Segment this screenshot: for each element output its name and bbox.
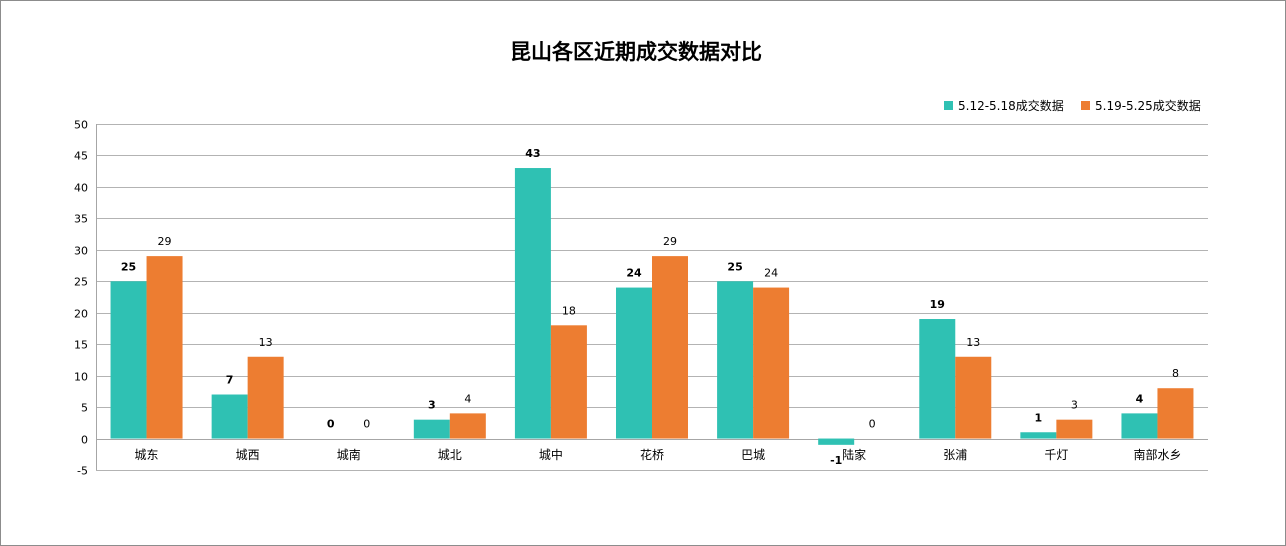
bar-series2 [652,256,688,439]
chart-title: 昆山各区近期成交数据对比 [510,39,762,64]
bar-series1 [413,419,450,439]
x-category-label: 城西 [236,448,260,462]
bar-series1 [514,168,551,439]
legend: 5.12-5.18成交数据 5.19-5.25成交数据 [944,98,1201,113]
y-tick-label: 45 [74,150,88,163]
x-category-label: 张浦 [943,448,967,462]
x-category-label: 巴城 [741,448,765,462]
data-label: 0 [363,418,370,431]
x-category-label: 城东 [135,448,159,462]
data-label: 24 [764,267,778,280]
y-tick-label: -5 [77,465,88,478]
data-label: 24 [626,267,642,280]
x-category-label: 城中 [539,447,563,462]
bar-series1 [1121,413,1158,439]
bar-series1 [211,394,248,439]
data-label: 0 [327,418,335,431]
bar-series1 [616,287,652,439]
data-label: 4 [464,392,471,405]
x-category-label: 南部水乡 [1133,447,1181,462]
data-label: 43 [525,147,540,160]
data-label: 19 [930,298,945,311]
y-tick-label: 0 [81,434,88,447]
x-category-label: 花桥 [640,447,664,462]
y-tick-label: 30 [74,245,88,258]
data-label: 4 [1136,392,1144,405]
legend-label: 5.12-5.18成交数据 [958,98,1064,113]
y-tick-label: 20 [74,308,88,321]
data-label: 25 [727,260,742,273]
x-category-label: 城北 [438,448,462,462]
data-label: 29 [663,235,677,248]
x-category-label: 陆家 [842,447,866,462]
data-label: -1 [830,454,842,467]
bar-series1 [818,438,855,445]
y-tick-label: 25 [74,276,88,289]
bar-series2 [1056,419,1093,439]
bar-series2 [449,413,486,439]
data-label: 0 [869,418,876,431]
bar-series2 [753,287,790,439]
data-label: 13 [966,336,980,349]
bars [110,168,1194,445]
x-axis: 城东 城西 城南 城北 城中 花桥 巴城 陆家 张浦 千灯 南部水乡 [135,447,1182,462]
bar-series2 [1157,388,1194,439]
y-tick-label: 15 [74,339,88,352]
data-label: 13 [259,336,273,349]
bar-series2 [550,325,587,439]
data-label: 3 [1071,399,1078,412]
x-category-label: 城南 [337,447,361,462]
data-label: 29 [158,235,172,248]
y-tick-label: 10 [74,371,88,384]
data-label: 1 [1035,411,1043,424]
bar-series1 [1020,432,1057,439]
x-category-label: 千灯 [1044,448,1068,462]
bar-series1 [110,281,147,439]
bar-series2 [146,256,183,439]
y-tick-label: 50 [74,119,88,132]
data-label: 3 [428,399,436,412]
bar-series2 [247,356,284,439]
data-label: 7 [226,374,234,387]
y-tick-label: 35 [74,213,88,226]
bar-series2 [955,356,992,439]
legend-swatch [944,101,953,110]
y-tick-label: 5 [81,402,88,415]
data-label: 25 [121,260,136,273]
data-label: 8 [1172,367,1179,380]
legend-label: 5.19-5.25成交数据 [1095,98,1201,113]
legend-swatch [1081,101,1090,110]
bar-series1 [919,319,956,439]
y-tick-label: 40 [74,182,88,195]
data-label: 18 [562,304,576,317]
bar-series1 [717,281,754,439]
